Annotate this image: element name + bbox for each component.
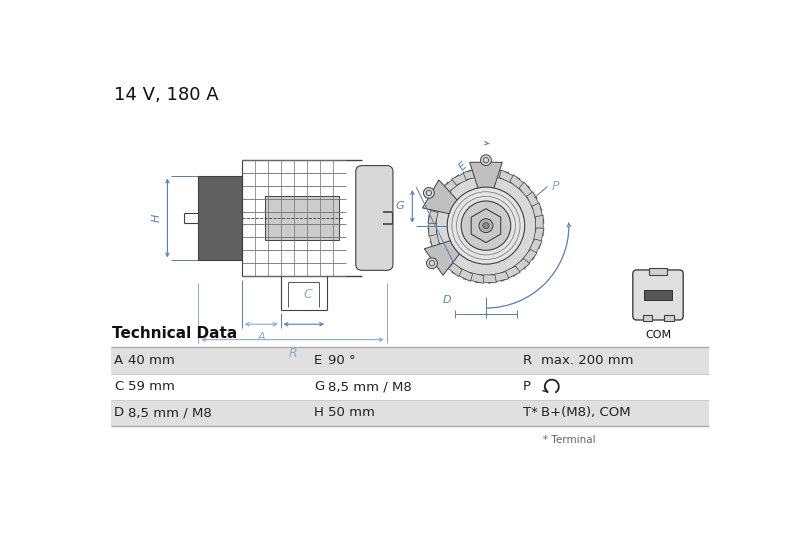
Polygon shape <box>471 209 501 243</box>
Polygon shape <box>442 259 462 277</box>
Polygon shape <box>532 228 544 248</box>
Polygon shape <box>488 272 509 284</box>
Bar <box>649 268 667 276</box>
Circle shape <box>426 166 546 285</box>
Polygon shape <box>452 266 473 281</box>
Polygon shape <box>510 259 530 277</box>
Polygon shape <box>526 192 542 212</box>
Circle shape <box>479 219 493 232</box>
Text: A: A <box>114 354 123 367</box>
Polygon shape <box>430 239 446 260</box>
Circle shape <box>447 187 525 264</box>
Text: D: D <box>442 295 451 305</box>
Text: R: R <box>288 348 297 360</box>
Text: H: H <box>151 214 162 222</box>
Text: Technical Data: Technical Data <box>112 326 238 341</box>
Circle shape <box>423 188 434 198</box>
Polygon shape <box>488 168 509 180</box>
Text: 40 mm: 40 mm <box>128 354 174 367</box>
FancyBboxPatch shape <box>633 270 683 320</box>
Polygon shape <box>430 192 446 212</box>
Text: 8,5 mm / M8: 8,5 mm / M8 <box>128 406 212 419</box>
Polygon shape <box>532 203 544 223</box>
Polygon shape <box>434 182 453 202</box>
Text: 14 V, 180 A: 14 V, 180 A <box>114 85 218 103</box>
Text: 90 °: 90 ° <box>328 354 355 367</box>
Text: 59 mm: 59 mm <box>128 380 174 393</box>
Text: COM: COM <box>645 330 671 340</box>
Circle shape <box>461 201 510 251</box>
Bar <box>198 175 242 260</box>
Bar <box>111 374 709 400</box>
Polygon shape <box>510 175 530 193</box>
Text: G: G <box>396 201 405 212</box>
Circle shape <box>435 175 536 276</box>
Polygon shape <box>499 266 520 281</box>
Circle shape <box>426 258 438 269</box>
Text: G: G <box>314 380 324 393</box>
Polygon shape <box>429 215 436 236</box>
Polygon shape <box>422 180 466 217</box>
Polygon shape <box>519 249 537 269</box>
Text: 50 mm: 50 mm <box>328 406 374 419</box>
Text: max. 200 mm: max. 200 mm <box>541 354 634 367</box>
Polygon shape <box>475 275 496 282</box>
Text: P: P <box>523 380 531 393</box>
Text: 8,5 mm / M8: 8,5 mm / M8 <box>328 380 412 393</box>
Polygon shape <box>475 169 496 176</box>
Text: T*: T* <box>523 406 538 419</box>
Text: A: A <box>258 332 265 342</box>
Polygon shape <box>424 237 468 276</box>
Bar <box>644 290 672 300</box>
Polygon shape <box>526 239 542 260</box>
Text: D: D <box>114 406 124 419</box>
Circle shape <box>481 155 491 166</box>
Bar <box>111 348 709 374</box>
Polygon shape <box>428 228 440 248</box>
Polygon shape <box>463 272 484 284</box>
Bar <box>642 314 652 321</box>
Polygon shape <box>499 170 520 185</box>
Text: H: H <box>314 406 324 419</box>
Polygon shape <box>452 170 473 185</box>
Text: R: R <box>523 354 532 367</box>
Text: P: P <box>551 180 559 193</box>
FancyBboxPatch shape <box>356 166 393 270</box>
Polygon shape <box>463 168 484 180</box>
Text: B+(M8), COM: B+(M8), COM <box>541 406 630 419</box>
Circle shape <box>483 223 489 229</box>
Text: E: E <box>457 160 469 172</box>
Bar <box>265 196 338 239</box>
Text: * Terminal: * Terminal <box>543 435 596 445</box>
Polygon shape <box>442 175 462 193</box>
Text: C: C <box>114 380 123 393</box>
Bar <box>111 400 709 426</box>
Polygon shape <box>470 162 502 201</box>
Text: C: C <box>303 288 312 302</box>
Bar <box>664 314 674 321</box>
Polygon shape <box>428 203 440 223</box>
Text: E: E <box>314 354 322 367</box>
Polygon shape <box>519 182 537 202</box>
Polygon shape <box>434 249 453 269</box>
Polygon shape <box>535 215 543 236</box>
